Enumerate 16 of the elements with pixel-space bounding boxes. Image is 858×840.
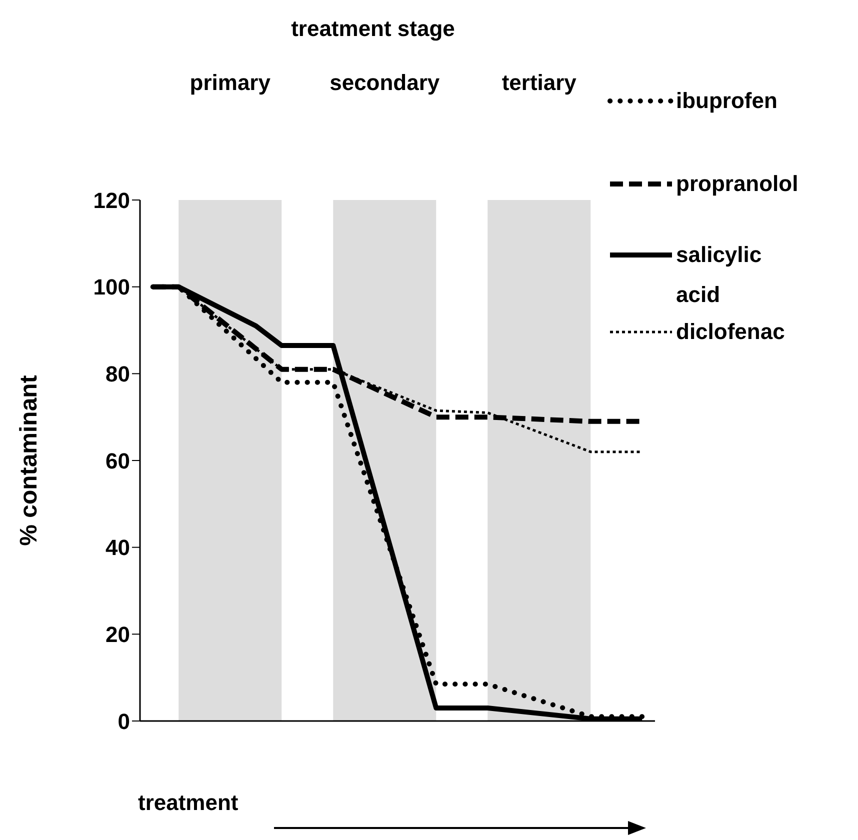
text: secondary [330, 70, 440, 95]
legend-label: ibuprofen [676, 87, 778, 115]
x-axis-title: treatment [138, 790, 238, 816]
y-tick-label: 120 [93, 188, 130, 213]
y-tick-label: 60 [106, 448, 130, 474]
text: primary [190, 70, 272, 95]
y-tick-label: 40 [106, 535, 130, 560]
y-tick-label: 0 [118, 708, 130, 734]
chart-title: treatment stage [290, 16, 456, 42]
y-tick-label: 20 [106, 622, 130, 647]
y-tick-label: 100 [93, 274, 130, 300]
text: tertiary [502, 70, 578, 95]
y-axis-title: % contaminant [16, 375, 43, 546]
y-tick-label: 80 [106, 361, 130, 386]
legend-label: diclofenac [676, 318, 786, 346]
legend-label: propranolol [676, 170, 798, 198]
